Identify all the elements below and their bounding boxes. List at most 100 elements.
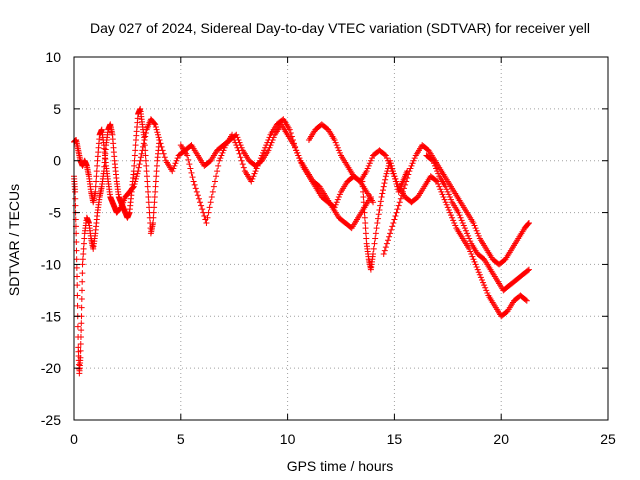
data-point — [367, 157, 374, 164]
data-point — [171, 162, 178, 169]
data-point — [257, 155, 264, 162]
data-point — [151, 204, 158, 211]
data-point — [387, 160, 394, 167]
data-point — [143, 168, 150, 175]
data-point — [193, 188, 200, 195]
data-point — [372, 230, 379, 237]
data-point — [251, 170, 258, 177]
data-point — [361, 214, 368, 221]
data-point — [430, 160, 437, 167]
data-point — [375, 215, 382, 222]
data-point — [471, 222, 478, 229]
data-point — [137, 157, 144, 164]
data-point — [220, 147, 227, 154]
data-point — [173, 157, 180, 164]
data-point — [470, 219, 477, 226]
data-point — [482, 284, 489, 291]
data-point — [395, 202, 402, 209]
data-point — [335, 147, 342, 154]
data-point — [143, 162, 150, 169]
data-point — [157, 140, 164, 147]
data-point — [380, 251, 387, 258]
data-point — [389, 168, 396, 175]
data-point — [362, 225, 369, 232]
data-point — [141, 136, 148, 143]
data-point — [92, 183, 99, 190]
data-point — [477, 274, 484, 281]
data-point — [390, 170, 397, 177]
data-point — [187, 165, 194, 172]
data-point — [142, 133, 149, 140]
data-point — [294, 149, 301, 156]
data-point — [190, 178, 197, 185]
data-point — [381, 180, 388, 187]
data-point — [230, 134, 237, 141]
data-point — [388, 162, 395, 169]
data-point — [236, 150, 243, 157]
data-point — [153, 173, 160, 180]
data-point — [336, 149, 343, 156]
data-point — [442, 199, 449, 206]
data-point — [383, 240, 390, 247]
data-point — [151, 120, 158, 127]
data-point — [332, 139, 339, 146]
data-point — [78, 327, 85, 334]
data-point — [134, 170, 141, 177]
series-track-5 — [305, 121, 530, 320]
data-point — [439, 191, 446, 198]
data-point — [131, 157, 138, 164]
data-point — [152, 188, 159, 195]
data-point — [484, 289, 491, 296]
data-point — [152, 178, 159, 185]
data-point — [296, 155, 303, 162]
y-tick-label: -10 — [41, 256, 61, 272]
y-axis-label: SDTVAR / TECUs — [6, 184, 22, 296]
data-point — [234, 144, 241, 151]
data-point — [139, 147, 146, 154]
data-point — [150, 219, 157, 226]
x-tick-label: 25 — [600, 431, 616, 447]
data-point — [436, 183, 443, 190]
data-point — [297, 157, 304, 164]
data-point — [461, 225, 468, 232]
data-point — [237, 154, 244, 161]
data-point — [371, 240, 378, 247]
data-point — [206, 204, 213, 211]
data-point — [156, 136, 163, 143]
data-point — [219, 149, 226, 156]
data-point — [248, 178, 255, 185]
data-point — [152, 183, 159, 190]
data-point — [159, 147, 166, 154]
data-point — [265, 136, 272, 143]
data-point — [380, 187, 387, 194]
data-point — [201, 213, 208, 220]
data-point — [132, 147, 139, 154]
data-point — [188, 169, 195, 176]
data-point — [81, 235, 88, 242]
data-point — [384, 237, 391, 244]
data-point — [231, 136, 238, 143]
data-point — [392, 178, 399, 185]
data-point — [80, 251, 87, 258]
data-point — [456, 212, 463, 219]
data-point — [386, 233, 393, 240]
data-point — [458, 217, 465, 224]
data-point — [249, 175, 256, 182]
data-point — [151, 199, 158, 206]
data-point — [387, 230, 394, 237]
data-point — [474, 266, 481, 273]
data-point — [198, 202, 205, 209]
data-point — [266, 134, 273, 141]
data-point — [78, 320, 85, 327]
data-point — [397, 195, 404, 202]
data-point — [293, 147, 300, 154]
data-point — [130, 183, 137, 190]
data-point — [474, 230, 481, 237]
data-point — [365, 162, 372, 169]
data-point — [79, 278, 86, 285]
data-point — [152, 124, 159, 131]
data-point — [333, 199, 340, 206]
data-point — [478, 276, 485, 283]
data-point — [437, 186, 444, 193]
